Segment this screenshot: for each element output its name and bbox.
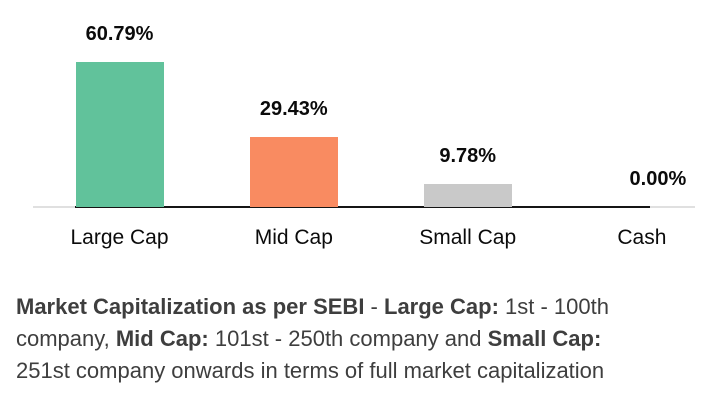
bar-small-cap: [423, 184, 512, 207]
footnote-line: Market Capitalization as per SEBI - Larg…: [16, 291, 699, 323]
category-label-cash: Cash: [617, 226, 667, 249]
category-label-mid-cap: Mid Cap: [254, 226, 333, 249]
footnote-text: -: [364, 294, 384, 319]
value-label-mid-cap: 29.43%: [259, 98, 328, 120]
footnote: Market Capitalization as per SEBI - Larg…: [16, 291, 699, 387]
bar-mid-cap: [249, 137, 338, 207]
footnote-bold-text: Large Cap:: [384, 294, 499, 319]
footnote-line: 251st company onwards in terms of full m…: [16, 355, 699, 387]
footnote-text: 251st company onwards in terms of full m…: [16, 358, 605, 383]
footnote-text: 101st - 250th company and: [208, 326, 488, 351]
footnote-text: company,: [16, 326, 116, 351]
footnote-text: 1st - 100th: [498, 294, 609, 319]
value-label-cash: 0.00%: [629, 168, 687, 190]
bar-chart: 60.79% Large Cap 29.43% Mid Cap 9.78% Small C…: [33, 23, 695, 249]
footnote-bold-text: Small Cap:: [487, 326, 602, 351]
category-label-large-cap: Large Cap: [70, 226, 169, 249]
value-label-large-cap: 60.79%: [85, 23, 154, 45]
footnote-bold-text: Market Capitalization as per SEBI: [16, 294, 365, 319]
x-axis-line: [75, 206, 650, 208]
category-label-small-cap: Small Cap: [419, 226, 517, 249]
value-label-small-cap: 9.78%: [439, 145, 497, 167]
footnote-bold-text: Mid Cap:: [115, 326, 209, 351]
bar-large-cap: [75, 62, 164, 207]
footnote-line: company, Mid Cap: 101st - 250th company …: [16, 323, 699, 355]
